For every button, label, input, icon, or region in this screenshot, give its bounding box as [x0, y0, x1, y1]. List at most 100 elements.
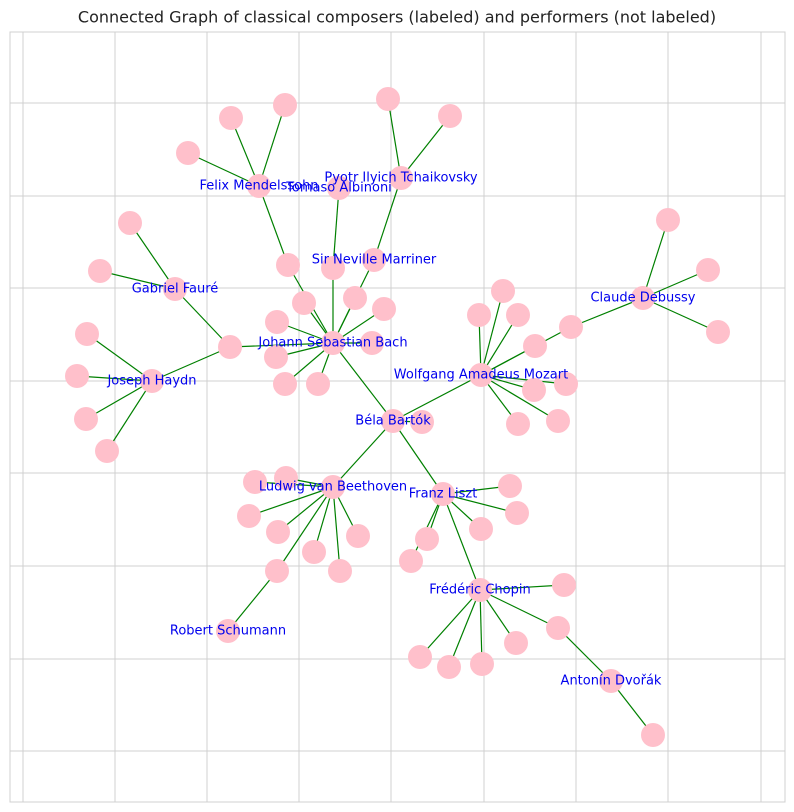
edge [387, 98, 402, 179]
edge [332, 187, 340, 269]
performer-node [118, 211, 142, 235]
performer-node [302, 540, 326, 564]
composer-label: Wolfgang Amadeus Mozart [394, 368, 568, 383]
edge [442, 493, 481, 591]
composer-node [321, 475, 345, 499]
performer-node [552, 573, 576, 597]
edge [106, 380, 153, 452]
performer-node [467, 303, 491, 327]
edge [151, 346, 231, 382]
composer-node [389, 166, 413, 190]
edge [230, 117, 260, 187]
composer-label: Tomaso Albinoni [285, 181, 392, 196]
composer-node [247, 174, 271, 198]
performer-node [88, 259, 112, 283]
performer-node [95, 439, 119, 463]
edge [332, 486, 341, 572]
composer-label: Claude Debussy [590, 291, 695, 306]
composer-label: Frédéric Chopin [429, 583, 530, 598]
composer-label: Johann Sebastian Bach [257, 336, 407, 351]
performer-node [504, 631, 528, 655]
performer-node [306, 372, 330, 396]
performer-node [346, 524, 370, 548]
performer-node [522, 378, 546, 402]
performer-node [376, 87, 400, 111]
edge [373, 177, 402, 261]
performer-node [656, 208, 680, 232]
labels: Johann Sebastian Bach Béla Bartók Wolfgang… [106, 171, 695, 689]
performer-node [559, 315, 583, 339]
edge [419, 589, 481, 658]
performer-node [265, 310, 289, 334]
edge [642, 297, 719, 333]
edge [479, 589, 483, 665]
edge [480, 290, 504, 376]
edge [570, 297, 644, 328]
performer-node [399, 549, 423, 573]
composer-node [599, 669, 623, 693]
edge [448, 589, 481, 668]
performer-node [264, 345, 288, 369]
composer-label: Pyotr Ilyich Tchaikovsky [324, 171, 478, 186]
edge [174, 288, 231, 348]
grid [10, 32, 785, 802]
composer-label: Franz Liszt [409, 487, 478, 502]
edge [479, 584, 565, 591]
composer-label: Sir Neville Marriner [312, 253, 437, 268]
edge [480, 374, 559, 422]
edge [248, 486, 334, 517]
performer-node [641, 723, 665, 747]
edge [276, 486, 334, 572]
edge [229, 342, 334, 348]
performer-node [506, 412, 530, 436]
edge [480, 374, 567, 385]
performer-node [415, 527, 439, 551]
performer-node [274, 466, 298, 490]
composer-label: Béla Bartók [355, 414, 431, 429]
composer-node [321, 331, 345, 355]
performer-node [438, 104, 462, 128]
edge [85, 380, 153, 420]
performer-node [437, 655, 461, 679]
performer-node [523, 334, 547, 358]
composer-label: Robert Schumann [170, 624, 286, 639]
composer-node [327, 176, 351, 200]
title: Connected Graph of classical composers (… [78, 8, 716, 27]
performer-node [408, 645, 432, 669]
edge [332, 420, 394, 488]
edge [76, 375, 153, 382]
performer-node [505, 501, 529, 525]
performer-node [360, 331, 384, 355]
nodes [65, 87, 730, 747]
composer-label: Ludwig van Beethoven [259, 480, 407, 495]
edge [392, 420, 444, 495]
performer-node [546, 616, 570, 640]
performer-node [276, 253, 300, 277]
performer-node [219, 106, 243, 130]
composer-node [140, 369, 164, 393]
performer-node [266, 520, 290, 544]
composer-label: Antonín Dvořák [561, 674, 662, 689]
composer-label: Gabriel Fauré [132, 282, 219, 297]
edge [442, 493, 518, 514]
performer-node [546, 409, 570, 433]
performer-node [65, 364, 89, 388]
performer-node [218, 335, 242, 359]
edge [392, 374, 482, 422]
composer-node [631, 286, 655, 310]
performer-node [74, 407, 98, 431]
composer-node [163, 277, 187, 301]
performer-node [491, 279, 515, 303]
performer-node [292, 291, 316, 315]
performer-node [273, 93, 297, 117]
performer-node [372, 297, 396, 321]
performer-node [498, 474, 522, 498]
frame [9, 31, 786, 803]
performer-node [343, 286, 367, 310]
performer-node [706, 320, 730, 344]
composer-node [362, 248, 386, 272]
composer-label: Felix Mendelssohn [199, 179, 318, 194]
edge [227, 570, 278, 632]
composer-node [381, 409, 405, 433]
